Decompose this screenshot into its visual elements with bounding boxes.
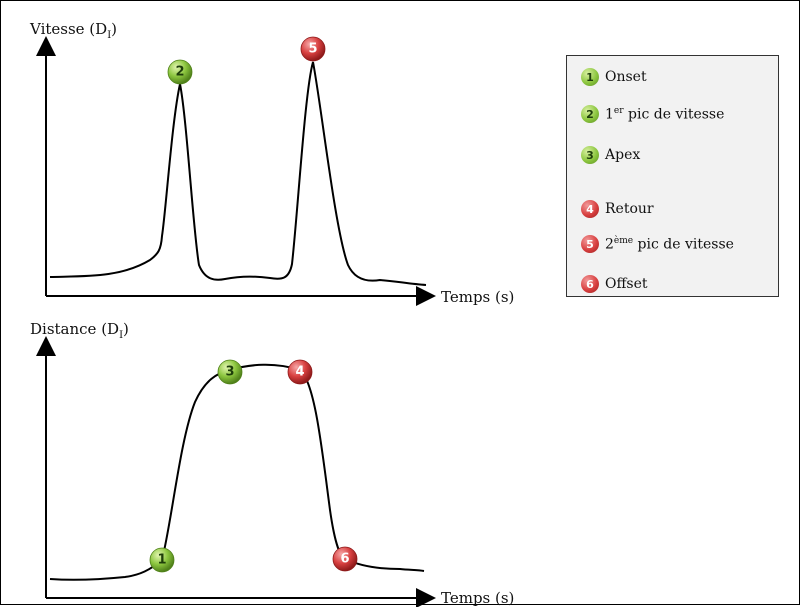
distance-x-label: Temps (s) (441, 589, 514, 607)
legend-badge-5: 5 (581, 235, 599, 253)
distance-chart: Distance (DI) Temps (s) 1 3 4 6 (30, 320, 514, 607)
distance-y-label-sub: I (119, 330, 123, 341)
legend-label-1: Onset (605, 69, 647, 85)
marker-4: 4 (287, 359, 313, 385)
distance-y-label: Distance (D (30, 320, 119, 338)
legend-label-2: 1 (605, 106, 614, 123)
legend-item-second-peak: 5 2ème pic de vitesse (581, 235, 734, 253)
legend-label-5-sup: ème (613, 235, 634, 246)
legend-label-2-post: pic de vitesse (623, 106, 725, 123)
marker-3-label: 3 (225, 365, 234, 380)
legend-item-apex: 3 Apex (581, 146, 640, 164)
velocity-y-label-close: ) (111, 20, 117, 38)
marker-5: 5 (300, 36, 326, 62)
velocity-y-label-sub: I (107, 30, 111, 41)
legend-label-5: 2 (605, 236, 614, 253)
legend-item-retour: 4 Retour (581, 200, 654, 218)
velocity-curve (49, 61, 427, 286)
legend-label-6: Offset (605, 276, 648, 292)
legend-item-offset: 6 Offset (581, 275, 648, 293)
legend-badge-4: 4 (581, 200, 599, 218)
velocity-chart: Vitesse (DI) Temps (s) 2 5 (29, 20, 514, 306)
legend-label-2-sup: er (613, 105, 624, 116)
legend-item-first-peak: 2 1er pic de vitesse (581, 105, 724, 123)
marker-4-label: 4 (295, 365, 304, 380)
legend-label-5-post: pic de vitesse (633, 236, 734, 253)
legend-badge-1: 1 (581, 68, 599, 86)
marker-2: 2 (167, 59, 193, 85)
legend-label-4: Retour (605, 201, 654, 217)
marker-1-label: 1 (157, 553, 166, 568)
legend-badge-6: 6 (581, 275, 599, 293)
distance-y-label-close: ) (123, 320, 129, 338)
velocity-x-label: Temps (s) (441, 288, 514, 306)
marker-1: 1 (149, 547, 175, 573)
legend-badge-2: 2 (581, 105, 599, 123)
legend-label-3: Apex (605, 147, 641, 163)
marker-6-label: 6 (340, 552, 349, 567)
legend: 1 Onset 2 1er pic de vitesse 3 Apex 4 Re… (566, 55, 779, 297)
velocity-y-label: Vitesse (D (29, 20, 107, 38)
svg-text:Vitesse (DI): Vitesse (DI) (29, 20, 117, 41)
marker-2-label: 2 (175, 65, 184, 80)
legend-item-onset: 1 Onset (581, 68, 647, 86)
marker-5-label: 5 (308, 42, 317, 57)
legend-badge-3: 3 (581, 146, 599, 164)
svg-text:Distance (DI): Distance (DI) (30, 320, 129, 341)
distance-curve (49, 363, 425, 581)
marker-3: 3 (217, 359, 243, 385)
marker-6: 6 (332, 546, 358, 572)
